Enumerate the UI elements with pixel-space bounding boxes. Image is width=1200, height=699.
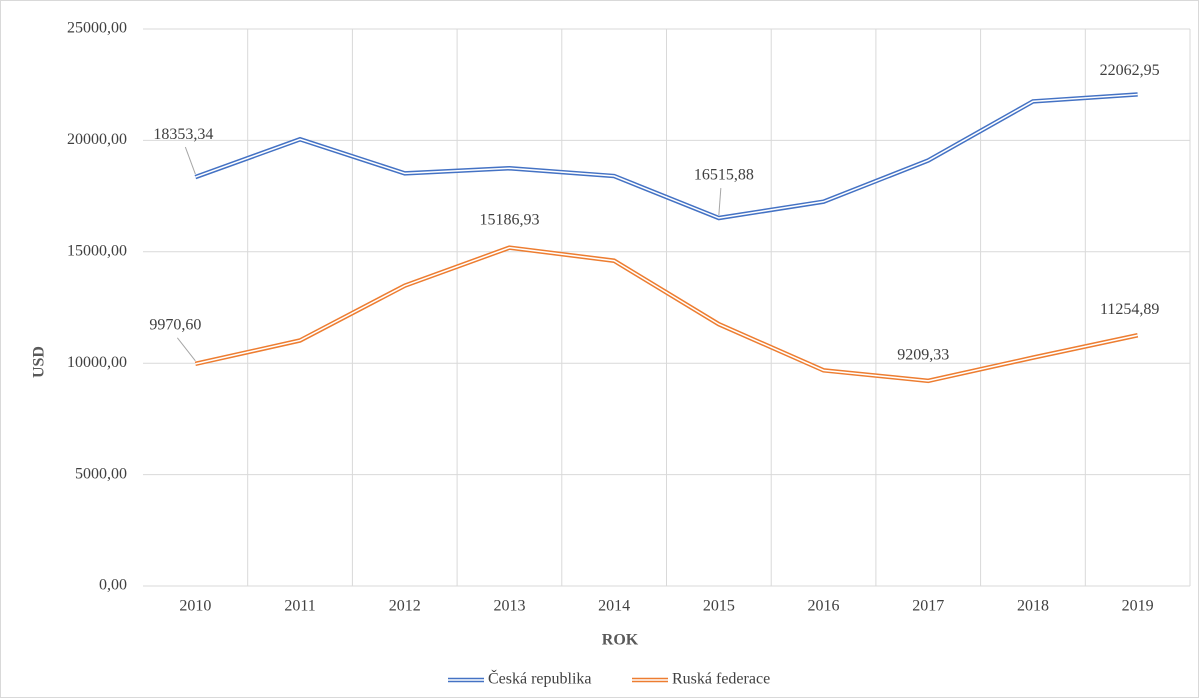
data-label: 22062,95: [1100, 62, 1160, 79]
x-axis-title: ROK: [602, 632, 639, 649]
x-tick-label: 2013: [493, 598, 525, 615]
x-tick-label: 2010: [179, 598, 211, 615]
data-label: 9970,60: [149, 317, 201, 334]
x-tick-label: 2015: [703, 598, 735, 615]
data-label: 18353,34: [153, 126, 213, 143]
series-line-inner: [195, 246, 1138, 382]
legend-label: Česká republika: [488, 669, 592, 688]
x-tick-label: 2019: [1122, 598, 1154, 615]
x-tick-label: 2012: [389, 598, 421, 615]
x-tick-label: 2018: [1017, 598, 1049, 615]
y-axis-title: USD: [31, 346, 48, 378]
leader-line: [184, 146, 196, 175]
data-label: 15186,93: [479, 211, 539, 228]
x-tick-label: 2016: [808, 598, 840, 615]
leader-line: [718, 187, 722, 216]
leader-line: [176, 337, 196, 362]
data-label: 16515,88: [694, 167, 754, 184]
y-tick-label: 20000,00: [67, 131, 127, 148]
data-label: 11254,89: [1100, 301, 1159, 318]
legend-label: Ruská federace: [672, 671, 770, 688]
series-line-inner: [195, 93, 1138, 219]
x-tick-label: 2014: [598, 598, 630, 615]
y-tick-label: 15000,00: [67, 242, 127, 259]
x-tick-label: 2011: [284, 598, 315, 615]
y-tick-label: 10000,00: [67, 354, 127, 371]
x-tick-label: 2017: [912, 598, 944, 615]
y-tick-label: 0,00: [99, 577, 127, 594]
y-tick-label: 25000,00: [67, 20, 127, 37]
data-label: 9209,33: [897, 346, 949, 363]
y-tick-label: 5000,00: [75, 465, 127, 482]
